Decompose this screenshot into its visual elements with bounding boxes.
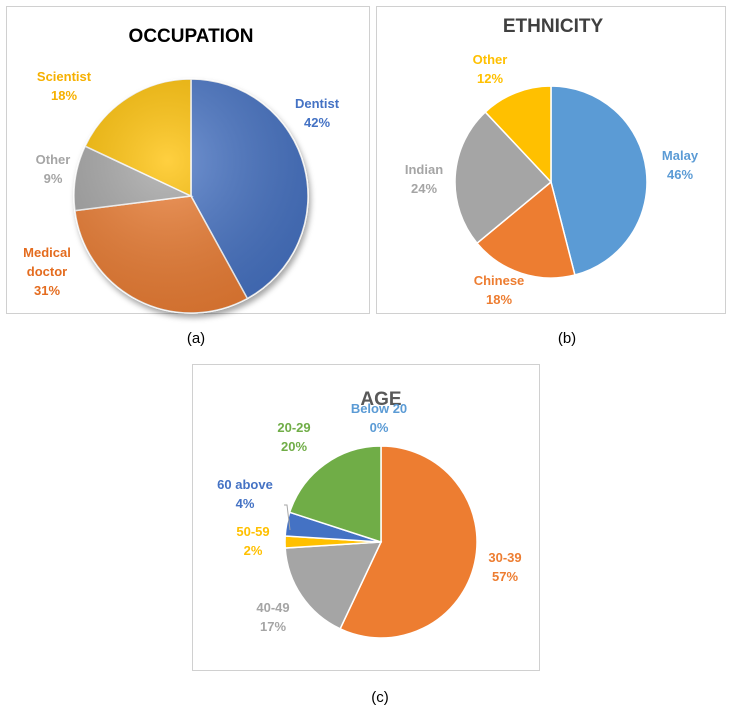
occupation-pie-chart: OCCUPATION Dentist 42% Medical doctor 31% Othe…	[23, 26, 340, 314]
pie-slice-indian	[454, 110, 553, 245]
data-label-dentist: Dentist 42%	[295, 96, 340, 130]
caption-a: (a)	[186, 330, 206, 347]
chart-title: OCCUPATION	[129, 26, 254, 47]
ethnicity-chart-panel: ETHNICITY Malay 46% Chinese 18% Indian 24% Othe…	[376, 6, 726, 314]
pie-slice-other	[484, 85, 552, 184]
leader-line-60-above	[284, 504, 291, 531]
data-label-other: Other 12%	[473, 52, 508, 86]
pie-slice-chinese	[475, 180, 576, 279]
data-label-indian: Indian 24%	[405, 162, 443, 196]
pie-slice-40-49	[284, 541, 383, 630]
data-label-60-above: 60 above 4%	[217, 477, 273, 511]
caption-b: (b)	[557, 330, 577, 347]
chart-title: ETHNICITY	[503, 16, 604, 37]
data-label-50-59: 50-59 2%	[236, 524, 269, 558]
data-label-20-29: 20-29 20%	[277, 420, 310, 454]
chart-title: AGE	[360, 389, 401, 410]
age-chart-panel: AGE Below 20 0% 30-39 57% 40-49 17% 50-59 2% 60 a…	[192, 364, 540, 671]
occupation-chart-panel: OCCUPATION Dentist 42% Medical doctor 31% Othe…	[6, 6, 370, 314]
data-label-40-49: 40-49 17%	[256, 600, 289, 634]
data-label-malay: Malay 46%	[662, 148, 699, 182]
data-label-scientist: Scientist 18%	[37, 69, 92, 103]
pie-slice-30-39	[339, 445, 478, 639]
pie-slice-malay	[550, 85, 648, 276]
data-label-medical-doctor: Medical doctor 31%	[23, 245, 71, 298]
data-label-chinese: Chinese 18%	[474, 273, 525, 307]
caption-c: (c)	[371, 689, 389, 706]
data-label-other: Other 9%	[36, 152, 71, 186]
ethnicity-pie-chart: ETHNICITY Malay 46% Chinese 18% Indian 24% Othe…	[405, 16, 699, 307]
data-label-30-39: 30-39 57%	[488, 550, 521, 584]
pie-slice-20-29	[288, 445, 382, 544]
data-label-below-20: Below 20 0%	[351, 401, 407, 435]
